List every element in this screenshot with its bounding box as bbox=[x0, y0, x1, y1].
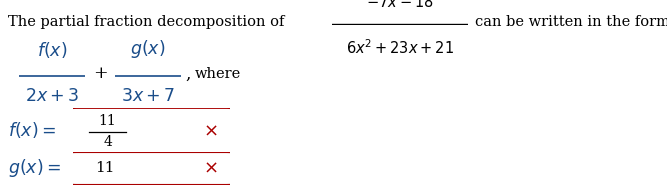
Text: $-7x - 18$: $-7x - 18$ bbox=[366, 0, 434, 10]
Text: 11: 11 bbox=[99, 114, 117, 128]
Text: $6x^2 + 23x + 21$: $6x^2 + 23x + 21$ bbox=[346, 38, 454, 57]
Text: $2x + 3$: $2x + 3$ bbox=[25, 88, 79, 105]
Text: The partial fraction decomposition of: The partial fraction decomposition of bbox=[8, 15, 284, 29]
Text: can be written in the form of: can be written in the form of bbox=[475, 15, 667, 29]
Text: $f(x)$: $f(x)$ bbox=[37, 40, 67, 60]
Text: $g(x) =$: $g(x) =$ bbox=[8, 157, 61, 179]
Text: ×: × bbox=[203, 159, 219, 178]
Text: where: where bbox=[195, 67, 241, 81]
Text: ,: , bbox=[185, 65, 191, 82]
Text: 4: 4 bbox=[103, 135, 112, 149]
FancyBboxPatch shape bbox=[68, 108, 235, 156]
Text: +: + bbox=[93, 65, 107, 82]
Text: $f(x) =$: $f(x) =$ bbox=[8, 120, 56, 140]
Text: $g(x)$: $g(x)$ bbox=[130, 38, 165, 60]
Text: ×: × bbox=[203, 123, 219, 141]
FancyBboxPatch shape bbox=[68, 152, 235, 185]
Text: 11: 11 bbox=[95, 162, 115, 175]
Text: $3x + 7$: $3x + 7$ bbox=[121, 88, 175, 105]
